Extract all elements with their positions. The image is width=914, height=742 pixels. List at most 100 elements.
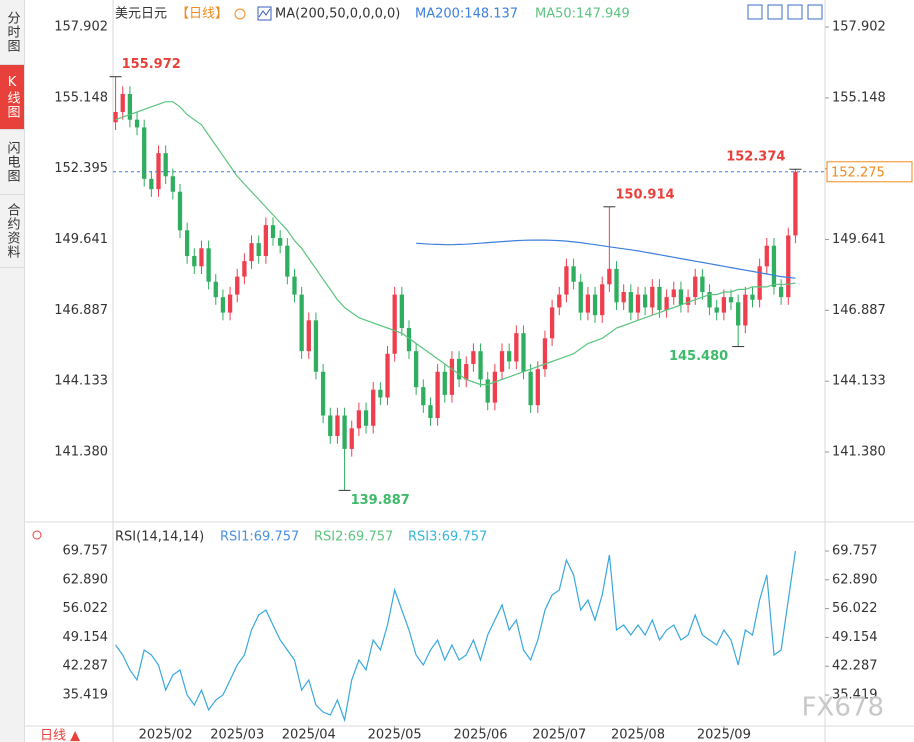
candle-body [464, 364, 469, 380]
sidebar-tab[interactable]: K线图 [0, 65, 24, 130]
sidebar-tab[interactable]: 分时图 [0, 0, 24, 65]
candle-body [736, 302, 741, 326]
candle-body [392, 294, 397, 354]
sidebar-tab[interactable]: 闪电图 [0, 130, 24, 195]
candle-body [342, 415, 347, 449]
rsi-y-tick-label: 42.287 [63, 659, 109, 674]
candle-body [378, 389, 383, 398]
sidebar: 分时图 K线图 闪电图 合约资料 [0, 0, 25, 742]
candle-body [757, 266, 762, 300]
rsi-y-tick-label-right: 49.154 [832, 630, 878, 645]
extreme-label: 155.972 [122, 57, 181, 72]
chart-title: 美元日元 [115, 7, 167, 22]
rsi-legend-entry: RSI3:69.757 [408, 530, 487, 545]
zoom-in-icon[interactable] [747, 4, 763, 20]
candle-body [592, 294, 598, 316]
candle-body [270, 225, 276, 239]
candle-body [306, 320, 311, 352]
candle-body [614, 268, 619, 303]
y-tick-label: 141.380 [54, 444, 108, 459]
candle-body [406, 328, 412, 352]
extreme-label: 139.887 [351, 493, 410, 508]
candle-body [693, 276, 698, 298]
candle-body [607, 268, 612, 285]
candle-body [256, 243, 261, 257]
x-tick-label: 2025/04 [282, 728, 336, 742]
candle-body [227, 294, 233, 313]
candle-body [528, 371, 533, 406]
rsi-y-tick-label: 35.419 [63, 688, 109, 703]
candle-body [485, 379, 490, 403]
candle-body [428, 405, 433, 419]
candle-body [786, 235, 791, 298]
extreme-label: 152.374 [726, 150, 785, 165]
candle-body [134, 119, 140, 128]
candle-body [421, 387, 426, 406]
settings-icon[interactable] [234, 8, 246, 20]
candle-body [349, 428, 354, 449]
candle-body [507, 351, 512, 362]
candle-body [657, 286, 662, 311]
candle-body [743, 294, 748, 326]
sidebar-tab[interactable]: 合约资料 [0, 195, 24, 268]
candle-body [771, 245, 777, 287]
period-footer[interactable]: 日线 ▲ [40, 729, 80, 742]
y-tick-label-right: 146.887 [832, 303, 886, 318]
y-tick-label: 149.641 [54, 232, 108, 247]
y-tick-label-right: 141.380 [832, 444, 886, 459]
candle-body [685, 297, 691, 305]
candle-body [213, 281, 218, 298]
candle-body [514, 333, 519, 362]
prev-icon[interactable] [787, 4, 803, 20]
candle-body [664, 297, 669, 311]
candle-body [442, 371, 447, 395]
candle-body [278, 238, 283, 246]
y-tick-label: 155.148 [54, 90, 108, 105]
rsi-legend-entry: RSI1:69.757 [220, 530, 299, 545]
candle-body [671, 289, 676, 298]
candle-body [249, 243, 254, 262]
candle-body [127, 93, 133, 120]
candle-body [700, 276, 705, 293]
candle-body [678, 289, 684, 305]
candle-body [585, 294, 591, 313]
rsi-y-tick-label: 56.022 [63, 601, 109, 616]
rsi-line [115, 550, 796, 723]
x-tick-label: 2025/07 [532, 728, 586, 742]
zoom-out-icon[interactable] [767, 4, 783, 20]
candle-body [385, 353, 390, 398]
candle-body [578, 281, 583, 313]
candle-body [235, 276, 240, 295]
candle-body [285, 245, 290, 277]
candle-body [471, 351, 476, 365]
ma-line [416, 239, 796, 279]
y-tick-label: 157.902 [54, 20, 108, 35]
period-label[interactable]: 【日线】 [176, 7, 228, 22]
candle-body [435, 371, 440, 419]
candle-body [335, 415, 340, 437]
candle-body [707, 292, 712, 308]
candle-body [313, 320, 319, 372]
candle-body [521, 333, 526, 372]
candle-body [113, 111, 118, 123]
rsi-y-tick-label: 69.757 [63, 544, 109, 559]
candle-body [184, 230, 190, 257]
candle-body [750, 294, 755, 300]
candle-body [142, 127, 147, 179]
next-icon[interactable] [807, 4, 823, 20]
x-tick-label: 2025/06 [454, 728, 508, 742]
last-price-box [826, 161, 913, 183]
rsi-settings-icon[interactable] [32, 530, 42, 540]
y-tick-label: 152.395 [54, 161, 108, 176]
candle-body [413, 351, 419, 388]
candle-body [542, 338, 548, 370]
x-tick-label: 2025/03 [210, 728, 264, 742]
y-tick-label-right: 149.641 [832, 232, 886, 247]
last-price-label: 152.275 [831, 165, 885, 180]
candle-body [478, 351, 483, 380]
indicator-icon[interactable] [257, 6, 272, 21]
candle-body [328, 415, 333, 437]
candle-body [371, 389, 376, 426]
y-tick-label-right: 157.902 [832, 20, 886, 35]
